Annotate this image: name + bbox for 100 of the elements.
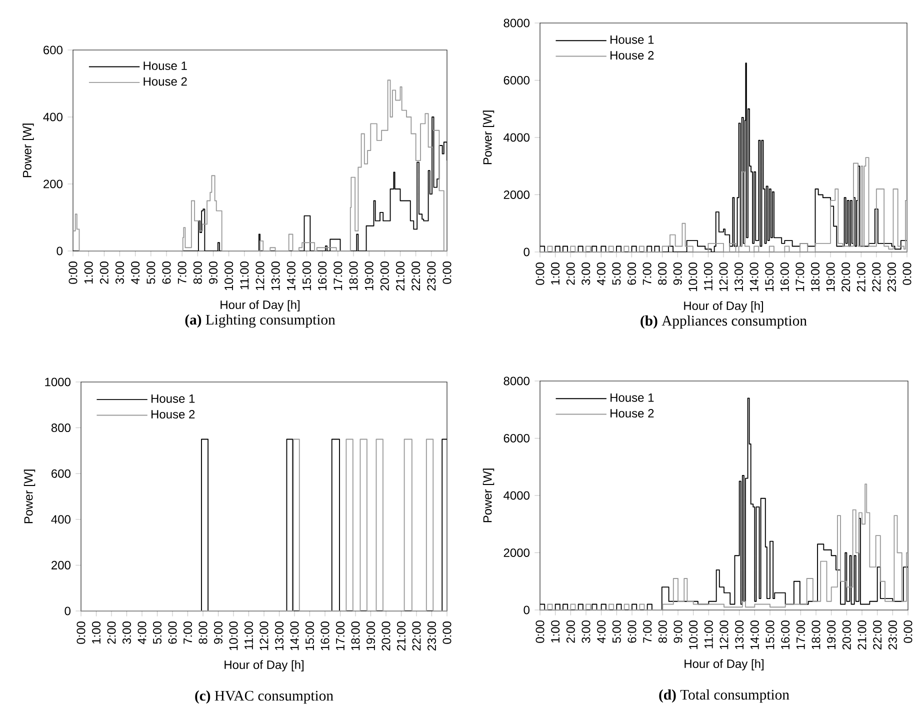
y-tick-label: 0 xyxy=(64,606,70,616)
y-tick-label: 8000 xyxy=(504,376,530,386)
x-tick-label: 7:00 xyxy=(642,262,652,285)
y-tick-label: 4000 xyxy=(504,491,530,500)
x-tick-label: 3:00 xyxy=(582,620,590,643)
x-tick-label: 15:00 xyxy=(306,622,314,650)
x-tick-label: 22:00 xyxy=(873,620,882,650)
x-tick-label: 1:00 xyxy=(551,262,560,284)
x-tick-label: 20:00 xyxy=(382,622,390,650)
y-tick-label: 0 xyxy=(524,248,530,256)
legend-label: House 1 xyxy=(152,394,195,403)
text: (b) Appliances consumption xyxy=(640,315,807,329)
x-tick-label: 18:00 xyxy=(349,262,358,290)
y-tick-label: 2000 xyxy=(504,548,530,557)
x-tick-label: 4:00 xyxy=(597,620,606,644)
x-tick-label: 19:00 xyxy=(366,622,376,650)
x-tick-label: 2:00 xyxy=(566,620,575,643)
x-tick-label: 14:00 xyxy=(290,622,299,650)
y-tick-label: 200 xyxy=(52,560,70,570)
x-tick-label: 0:00 xyxy=(904,620,912,643)
legend-label: House 1 xyxy=(144,62,187,70)
y-axis-title: Power [W] xyxy=(22,124,34,178)
x-tick-label: 19:00 xyxy=(826,262,835,292)
x-axis-title: Hour of Day [h] xyxy=(220,300,300,312)
x-tick-label: 11:00 xyxy=(244,621,254,650)
legend-label: House 2 xyxy=(152,410,195,419)
x-tick-label: 10:00 xyxy=(688,262,698,292)
y-axis-title: Power [W] xyxy=(24,470,36,524)
x-tick-label: 21:00 xyxy=(396,262,405,290)
x-tick-label: 14:00 xyxy=(750,262,758,292)
x-tick-label: 13:00 xyxy=(271,262,280,290)
x-tick-label: 3:00 xyxy=(122,621,132,644)
x-tick-label: 0:00 xyxy=(536,620,544,643)
legend-label: House 2 xyxy=(610,51,654,60)
x-tick-label: 2:00 xyxy=(566,262,575,285)
x-tick-label: 18:00 xyxy=(812,620,820,650)
x-tick-label: 18:00 xyxy=(351,622,360,650)
x-tick-label: 2:00 xyxy=(107,621,116,644)
x-tick-label: 13:00 xyxy=(735,620,744,650)
x-tick-label: 1:00 xyxy=(84,261,93,284)
x-tick-label: 19:00 xyxy=(827,620,836,650)
y-tick-label: 600 xyxy=(44,46,62,54)
y-tick-label: 2000 xyxy=(504,190,530,199)
x-tick-label: 8:00 xyxy=(193,261,202,284)
x-tick-label: 5:00 xyxy=(146,261,156,284)
y-tick-label: 4000 xyxy=(504,133,530,142)
x-tick-label: 13:00 xyxy=(275,622,284,650)
x-tick-label: 15:00 xyxy=(765,262,774,292)
x-tick-label: 5:00 xyxy=(612,620,621,643)
y-tick-label: 0 xyxy=(56,246,62,256)
y-axis-title: Power [W] xyxy=(482,110,494,164)
x-tick-label: 12:00 xyxy=(256,262,264,290)
x-axis-title: Hour of Day [h] xyxy=(224,660,304,672)
x-tick-label: 22:00 xyxy=(412,622,421,650)
x-tick-label: 6:00 xyxy=(168,621,177,644)
x-tick-label: 17:00 xyxy=(796,262,804,292)
x-tick-label: 15:00 xyxy=(766,620,774,650)
x-tick-label: 0:00 xyxy=(76,621,86,644)
x-tick-label: 4:00 xyxy=(596,262,606,286)
x-tick-label: 2:00 xyxy=(100,261,108,284)
y-tick-label: 6000 xyxy=(504,76,530,85)
x-tick-label: 9:00 xyxy=(209,261,218,284)
x-tick-label: 20:00 xyxy=(842,620,851,650)
x-tick-label: 13:00 xyxy=(734,262,744,292)
y-tick-label: 0 xyxy=(524,606,530,614)
x-tick-label: 7:00 xyxy=(643,620,652,643)
text: (c) HVAC consumption xyxy=(195,690,334,704)
x-tick-label: 20:00 xyxy=(380,262,389,290)
x-tick-label: 0:00 xyxy=(68,261,78,284)
x-tick-label: 16:00 xyxy=(320,622,330,650)
x-tick-label: 19:00 xyxy=(364,262,374,290)
legend-label: House 1 xyxy=(610,35,654,44)
x-tick-label: 5:00 xyxy=(612,262,621,285)
x-tick-label: 12:00 xyxy=(719,262,728,292)
x-tick-label: 10:00 xyxy=(229,622,238,650)
x-tick-label: 11:00 xyxy=(704,262,712,290)
legend-label: House 2 xyxy=(610,409,654,418)
x-tick-label: 23:00 xyxy=(427,262,436,290)
x-tick-label: 21:00 xyxy=(856,262,866,292)
x-tick-label: 10:00 xyxy=(224,262,234,290)
x-tick-label: 8:00 xyxy=(658,620,667,643)
y-tick-label: 400 xyxy=(51,515,70,524)
legend-label: House 1 xyxy=(610,393,654,402)
x-tick-label: 10:00 xyxy=(689,620,698,650)
x-tick-label: 11:00 xyxy=(240,262,249,290)
x-tick-label: 16:00 xyxy=(318,262,327,290)
y-tick-label: 6000 xyxy=(504,434,530,443)
y-tick-label: 8000 xyxy=(504,18,530,28)
x-tick-label: 23:00 xyxy=(427,622,436,650)
legend-label: House 2 xyxy=(144,77,187,86)
y-tick-label: 800 xyxy=(51,424,70,432)
x-tick-label: 6:00 xyxy=(162,261,171,284)
x-tick-label: 3:00 xyxy=(582,262,590,285)
x-tick-label: 22:00 xyxy=(412,262,420,290)
x-tick-label: 23:00 xyxy=(888,620,897,650)
x-axis-title: Hour of Day [h] xyxy=(684,301,763,312)
x-tick-label: 23:00 xyxy=(887,262,896,292)
x-axis-title: Hour of Day [h] xyxy=(684,659,764,670)
x-tick-label: 1:00 xyxy=(551,620,560,642)
x-tick-label: 0:00 xyxy=(442,621,452,644)
